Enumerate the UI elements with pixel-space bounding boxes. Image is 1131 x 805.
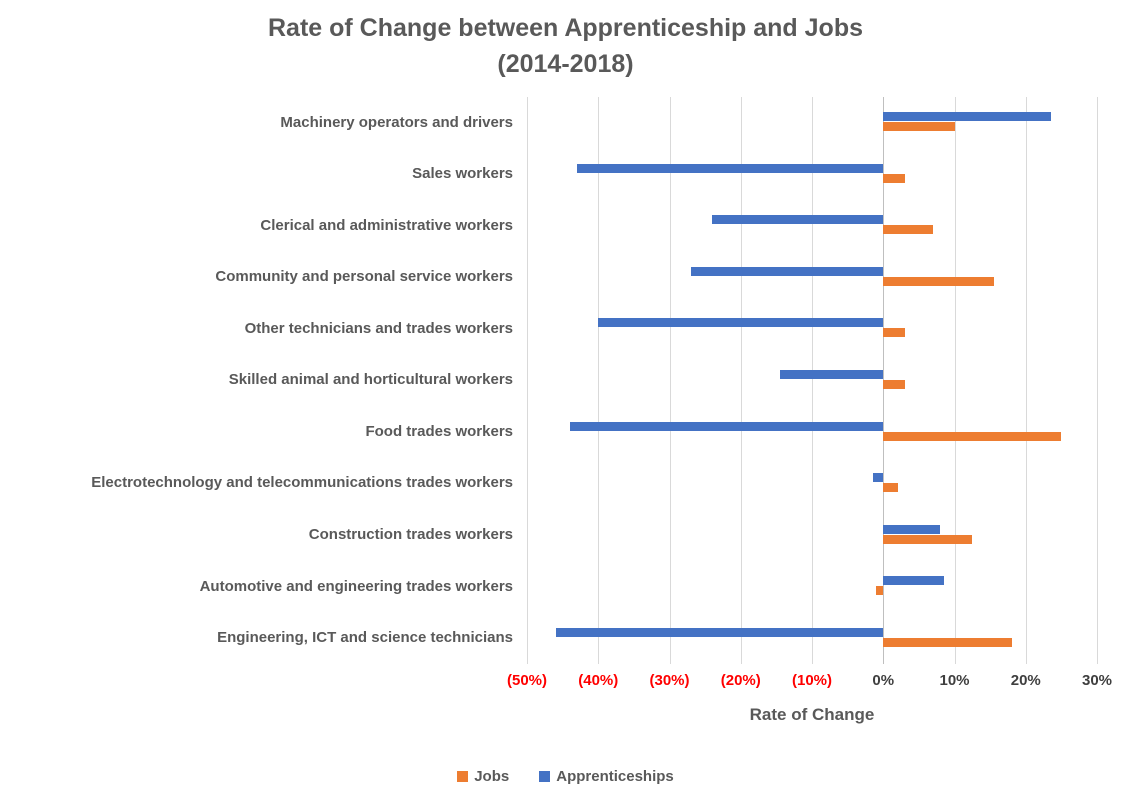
gridline (669, 96, 671, 664)
x-axis-title: Rate of Change (749, 704, 875, 724)
x-axis-ticks: (50%) (40%) (30%) (20%) (10%) 0% 10% 20% 30% (507, 671, 1112, 696)
bar-group (527, 560, 1097, 612)
bar-apprenticeships (712, 215, 884, 225)
legend-label: Apprenticeships (556, 768, 674, 785)
chart-row: Other technicians and trades workers (0, 303, 1097, 355)
chart-title: Rate of Change between Apprenticeship an… (0, 10, 1131, 83)
bar-jobs (883, 431, 1062, 441)
bar-jobs (883, 328, 905, 338)
legend-label: Jobs (474, 768, 510, 785)
gridline (1025, 96, 1027, 664)
chart-row: Community and personal service workers (0, 251, 1097, 303)
chart-rows: Machinery operators and drivers Sales wor… (0, 97, 1097, 664)
bar-apprenticeships (883, 524, 941, 534)
x-tick-label: 30% (1081, 671, 1113, 689)
x-tick-label: 10% (939, 671, 970, 689)
x-tick-label: (50%) (506, 671, 548, 689)
category-label: Clerical and administrative workers (260, 216, 513, 234)
chart-row: Construction trades workers (0, 509, 1097, 561)
bar-apprenticeships (690, 266, 884, 276)
category-label: Automotive and engineering trades worker… (199, 577, 513, 595)
bar-apprenticeships (883, 112, 1051, 122)
category-label: Other technicians and trades workers (244, 319, 513, 337)
bar-apprenticeships (598, 318, 884, 328)
category-label: Community and personal service workers (215, 268, 513, 286)
bar-apprenticeships (779, 370, 884, 379)
gridline (954, 96, 956, 664)
bar-apprenticeships (883, 576, 944, 586)
x-tick-label: 20% (1010, 671, 1041, 689)
bar-jobs (883, 380, 905, 389)
gridline (598, 96, 600, 664)
bar-jobs (883, 637, 1012, 647)
bar-jobs (883, 276, 994, 286)
gridline (740, 96, 742, 664)
bar-group (527, 509, 1097, 561)
chart-row: Automotive and engineering trades worker… (0, 560, 1097, 612)
bar-apprenticeships (555, 627, 884, 637)
x-tick-label: (40%) (578, 671, 619, 689)
bar-apprenticeships (576, 163, 884, 173)
category-label: Construction trades workers (308, 526, 513, 544)
chart-row: Clerical and administrative workers (0, 200, 1097, 252)
gridline (1097, 96, 1098, 664)
bar-group (527, 457, 1097, 509)
bar-group (527, 612, 1097, 664)
gridline (527, 96, 528, 664)
chart-row: Electrotechnology and telecommunications… (0, 457, 1097, 509)
bar-group (527, 97, 1097, 149)
bar-jobs (883, 122, 955, 132)
bar-group (527, 406, 1097, 458)
chart: Machinery operators and drivers Sales wor… (0, 96, 1131, 737)
x-tick-label: (20%) (720, 671, 761, 689)
category-label: Skilled animal and horticultural workers (228, 371, 513, 389)
category-label: Electrotechnology and telecommunications… (91, 474, 513, 492)
bar-group (527, 354, 1097, 406)
bar-group (527, 251, 1097, 303)
bar-jobs (876, 586, 884, 596)
category-label: Sales workers (412, 165, 513, 183)
gridline (812, 96, 813, 664)
bar-jobs (883, 225, 934, 235)
bar-jobs (883, 173, 905, 183)
category-label: Engineering, ICT and science technicians (217, 629, 513, 647)
x-tick-label: (30%) (649, 671, 690, 689)
bar-group (527, 200, 1097, 252)
category-label: Machinery operators and drivers (280, 113, 513, 131)
legend-item-jobs: Jobs (457, 768, 509, 785)
bar-jobs (883, 483, 898, 493)
chart-row: Sales workers (0, 148, 1097, 200)
chart-title-line2: (2014-2018) (497, 50, 634, 79)
legend: Jobs Apprenticeships (0, 768, 1131, 785)
x-tick-label: 0% (872, 671, 895, 689)
chart-row: Food trades workers (0, 406, 1097, 458)
bar-group (527, 148, 1097, 200)
bar-apprenticeships (872, 473, 884, 483)
chart-row: Machinery operators and drivers (0, 97, 1097, 149)
chart-title-line1: Rate of Change between Apprenticeship an… (268, 14, 863, 42)
x-tick-label: (10%) (791, 671, 833, 689)
bar-apprenticeships (569, 421, 884, 431)
legend-item-apprenticeships: Apprenticeships (539, 768, 674, 785)
bar-group (527, 303, 1097, 355)
chart-row: Skilled animal and horticultural workers (0, 354, 1097, 406)
legend-swatch (457, 771, 469, 782)
chart-row: Engineering, ICT and science technicians (0, 612, 1097, 664)
category-label: Food trades workers (365, 422, 513, 440)
legend-swatch (539, 771, 551, 782)
bar-jobs (883, 534, 973, 544)
